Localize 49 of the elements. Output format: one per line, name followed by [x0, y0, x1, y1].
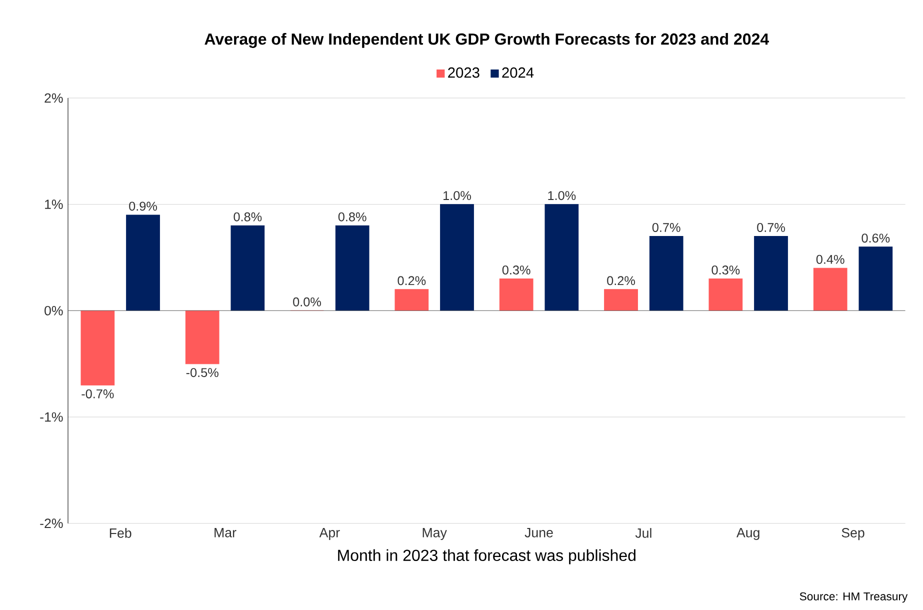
x-axis-title: Month in 2023 that forecast was published — [338, 549, 636, 564]
data-label: 0.2% — [398, 276, 426, 286]
x-tick-label: Apr — [319, 528, 340, 540]
bar — [544, 204, 579, 311]
bar — [230, 225, 265, 311]
y-tick-label: 0% — [44, 306, 63, 316]
x-tick-label: June — [524, 528, 553, 538]
y-tick-label: 1% — [45, 200, 63, 210]
bar — [813, 268, 848, 311]
data-label: 0.2% — [607, 276, 635, 286]
data-label: 0.8% — [234, 212, 262, 222]
data-label: 0.0% — [293, 297, 321, 306]
bar — [394, 289, 429, 311]
bar — [499, 278, 534, 311]
y-tick-label: 2% — [44, 93, 63, 103]
data-label: 0.9% — [129, 202, 157, 211]
x-tick-label: Feb — [110, 528, 132, 538]
y-tick-label: -2% — [40, 518, 63, 528]
x-tick-label: Sep — [842, 528, 864, 540]
data-label: -0.7% — [82, 389, 114, 398]
source-note: Source: HM Treasury — [800, 592, 908, 603]
bar — [80, 310, 115, 386]
bar — [754, 236, 788, 311]
x-tick-label: Jul — [635, 528, 652, 538]
data-label: 1.0% — [548, 191, 576, 200]
data-label: 0.8% — [338, 212, 366, 222]
data-label: 0.6% — [862, 234, 890, 243]
bar — [858, 246, 893, 311]
x-tick-label: Mar — [214, 528, 236, 538]
bar — [649, 236, 684, 311]
x-tick-label: Aug — [736, 528, 760, 540]
data-label: 0.4% — [816, 254, 844, 264]
legend-label: 2024 — [502, 67, 534, 78]
data-label: -0.5% — [186, 368, 218, 378]
bar — [335, 225, 370, 311]
y-tick-label: -1% — [40, 412, 63, 422]
bar — [440, 204, 474, 311]
data-label: 0.3% — [502, 266, 530, 275]
data-label: 1.0% — [444, 191, 471, 200]
bar — [604, 289, 638, 311]
bar — [126, 214, 160, 311]
legend-label: 2023 — [448, 67, 480, 78]
data-label: 0.7% — [757, 223, 785, 232]
bar — [708, 278, 743, 311]
chart-title: Average of New Independent UK GDP Growth Forecasts for 2023 and 2024 — [204, 32, 769, 48]
data-label: 0.3% — [712, 266, 740, 275]
x-tick-label: May — [422, 528, 447, 540]
bar — [185, 310, 220, 364]
data-label: 0.7% — [652, 223, 680, 232]
